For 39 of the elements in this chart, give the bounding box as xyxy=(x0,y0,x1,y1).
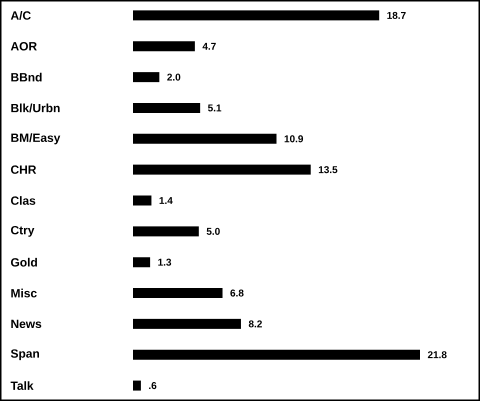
y-tick-label: Talk xyxy=(10,381,34,390)
data-label: 8.2 xyxy=(248,320,262,328)
data-label: 10.9 xyxy=(284,135,304,142)
y-tick-label: AOR xyxy=(10,42,37,50)
y-tick-label: Blk/Urbn xyxy=(11,104,60,112)
bar xyxy=(133,350,420,360)
bar xyxy=(133,196,152,206)
data-label: 1.4 xyxy=(160,197,173,204)
y-tick-label: News xyxy=(11,320,42,328)
bar xyxy=(133,380,141,391)
bar xyxy=(133,41,195,52)
data-label: 21.8 xyxy=(428,351,447,358)
bar xyxy=(133,134,276,144)
y-tick-label: BBnd xyxy=(11,72,42,82)
data-label: 2.0 xyxy=(167,74,180,81)
y-tick-label: Ctry xyxy=(11,226,34,237)
bar xyxy=(133,226,199,236)
data-label: 5.1 xyxy=(208,104,222,112)
data-label: 1.3 xyxy=(158,258,172,266)
y-tick-label: Gold xyxy=(11,258,37,267)
y-tick-label: CHR xyxy=(11,165,36,174)
data-label: 13.5 xyxy=(318,166,338,174)
y-tick-label: Misc xyxy=(11,288,37,298)
bar xyxy=(133,102,200,113)
bar xyxy=(133,288,223,298)
data-label: 18.7 xyxy=(387,12,406,19)
bar xyxy=(133,164,311,175)
y-tick-label: Clas xyxy=(11,196,36,205)
y-tick-label: BM/Easy xyxy=(11,133,60,144)
bar xyxy=(133,257,150,268)
data-label: .6 xyxy=(149,382,156,390)
bar xyxy=(133,72,160,82)
y-tick-label: A/C xyxy=(10,10,31,20)
bar xyxy=(133,318,241,329)
y-tick-label: Span xyxy=(10,349,40,360)
bar xyxy=(133,10,380,20)
data-label: 4.7 xyxy=(202,42,216,50)
data-label: 6.8 xyxy=(230,290,244,297)
data-label: 5.0 xyxy=(206,228,220,235)
